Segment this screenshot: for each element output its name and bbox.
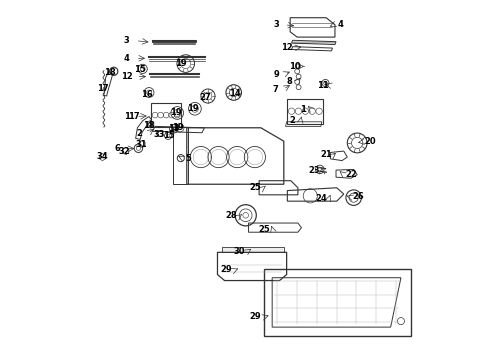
Text: 12: 12 bbox=[281, 43, 293, 52]
Text: 29: 29 bbox=[221, 265, 232, 274]
Text: 13: 13 bbox=[168, 124, 179, 133]
Text: 26: 26 bbox=[352, 193, 364, 202]
Text: 19: 19 bbox=[187, 104, 198, 113]
Text: 2: 2 bbox=[136, 129, 142, 138]
Text: 16: 16 bbox=[141, 90, 153, 99]
Text: 11: 11 bbox=[317, 81, 328, 90]
Text: 14: 14 bbox=[228, 89, 240, 98]
Text: 3: 3 bbox=[274, 20, 280, 29]
Text: 4: 4 bbox=[337, 20, 343, 29]
Text: 6: 6 bbox=[114, 144, 120, 153]
Text: 22: 22 bbox=[345, 170, 357, 179]
Text: 20: 20 bbox=[365, 138, 376, 147]
Text: 8: 8 bbox=[286, 77, 292, 86]
Text: 34: 34 bbox=[97, 152, 108, 161]
Text: 4: 4 bbox=[124, 54, 130, 63]
Text: 32: 32 bbox=[119, 147, 130, 156]
Text: 18: 18 bbox=[104, 68, 116, 77]
Text: 2: 2 bbox=[290, 116, 295, 125]
Text: 24: 24 bbox=[315, 194, 327, 203]
Text: 19: 19 bbox=[175, 59, 187, 68]
Text: 5: 5 bbox=[186, 154, 192, 163]
Text: 1: 1 bbox=[300, 105, 306, 114]
Text: 15: 15 bbox=[163, 131, 175, 140]
Text: 19: 19 bbox=[172, 123, 184, 132]
Text: 31: 31 bbox=[135, 140, 147, 149]
Text: 21: 21 bbox=[320, 150, 332, 159]
Text: 17: 17 bbox=[128, 112, 140, 121]
Text: 25: 25 bbox=[259, 225, 270, 234]
Text: 17: 17 bbox=[98, 85, 109, 94]
Text: 15: 15 bbox=[134, 66, 146, 75]
Text: 10: 10 bbox=[289, 62, 300, 71]
Text: 29: 29 bbox=[250, 312, 261, 321]
Text: 33: 33 bbox=[154, 130, 165, 139]
Text: 18: 18 bbox=[143, 121, 155, 130]
Text: 12: 12 bbox=[121, 72, 133, 81]
Text: 7: 7 bbox=[272, 85, 278, 94]
Text: 23: 23 bbox=[308, 166, 319, 175]
Text: 19: 19 bbox=[170, 108, 181, 117]
Text: 28: 28 bbox=[226, 211, 238, 220]
Text: 30: 30 bbox=[234, 247, 245, 256]
Bar bbox=[265, 269, 411, 336]
Text: 25: 25 bbox=[250, 183, 262, 192]
Text: 3: 3 bbox=[124, 36, 130, 45]
Text: 27: 27 bbox=[199, 93, 211, 102]
Text: 1: 1 bbox=[124, 112, 130, 121]
Text: 9: 9 bbox=[274, 70, 280, 79]
